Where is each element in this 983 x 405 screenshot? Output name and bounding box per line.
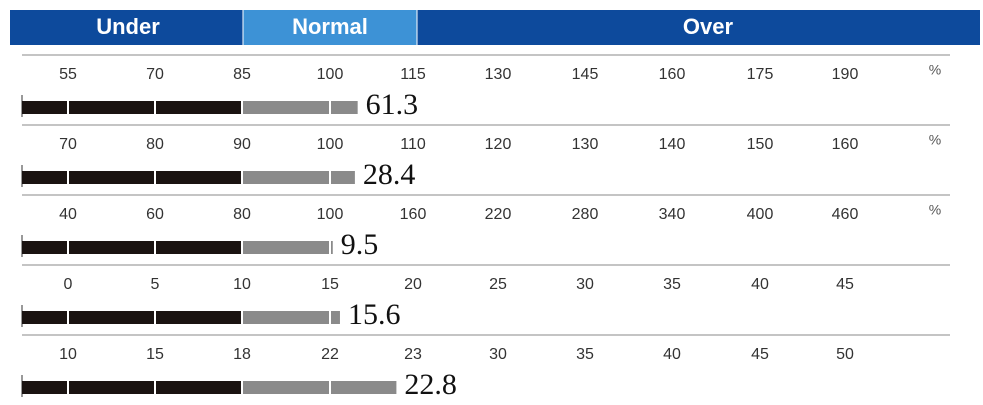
tick-label: 280 <box>572 206 599 223</box>
value-label: 28.4 <box>363 158 416 191</box>
tick-label: 25 <box>489 276 507 293</box>
tick-label: 80 <box>146 136 164 153</box>
tick-label: 160 <box>400 206 427 223</box>
tick-label: 145 <box>572 66 599 83</box>
value-label: 22.8 <box>404 368 457 401</box>
bar-normal <box>242 101 358 114</box>
tick-label: 0 <box>64 276 73 293</box>
tick-label: 35 <box>576 346 594 363</box>
value-label: 15.6 <box>348 298 401 331</box>
bar-normal <box>242 171 355 184</box>
tick-label: 340 <box>659 206 686 223</box>
value-label: 61.3 <box>366 88 419 121</box>
tick-label: 45 <box>836 276 854 293</box>
tick-label: 70 <box>59 136 77 153</box>
unit-label: % <box>929 132 941 148</box>
tick-label: 400 <box>747 206 774 223</box>
tick-label: 220 <box>485 206 512 223</box>
bar-under <box>22 381 242 394</box>
tick-label: 35 <box>663 276 681 293</box>
bar-under <box>22 101 242 114</box>
tick-label: 120 <box>485 136 512 153</box>
tick-label: 30 <box>489 346 507 363</box>
tick-label: 30 <box>576 276 594 293</box>
tick-label: 175 <box>747 66 774 83</box>
bar-under <box>22 241 242 254</box>
tick-label: 50 <box>836 346 854 363</box>
tick-label: 45 <box>751 346 769 363</box>
normal-band <box>243 10 417 45</box>
tick-label: 60 <box>146 206 164 223</box>
tick-label: 100 <box>317 66 344 83</box>
tick-label: 150 <box>747 136 774 153</box>
tick-label: 80 <box>233 206 251 223</box>
tick-label: 100 <box>317 136 344 153</box>
tick-label: 90 <box>233 136 251 153</box>
bar-normal <box>242 381 397 394</box>
tick-label: 10 <box>233 276 251 293</box>
tick-label: 190 <box>832 66 859 83</box>
bar-normal <box>242 241 333 254</box>
bar-under <box>22 311 242 324</box>
tick-label: 22 <box>321 346 339 363</box>
tick-label: 40 <box>751 276 769 293</box>
tick-label: 85 <box>233 66 251 83</box>
under-label: Under <box>96 14 160 39</box>
unit-label: % <box>929 62 941 78</box>
tick-label: 160 <box>832 136 859 153</box>
normal-label: Normal <box>292 14 368 39</box>
unit-label: % <box>929 202 941 218</box>
tick-label: 100 <box>317 206 344 223</box>
tick-label: 18 <box>233 346 251 363</box>
tick-label: 40 <box>663 346 681 363</box>
bar-normal <box>242 311 340 324</box>
tick-label: 460 <box>832 206 859 223</box>
tick-label: 15 <box>321 276 339 293</box>
value-label: 9.5 <box>341 228 379 261</box>
tick-label: 15 <box>146 346 164 363</box>
tick-label: 40 <box>59 206 77 223</box>
tick-label: 130 <box>572 136 599 153</box>
over-label: Over <box>683 14 734 39</box>
tick-label: 140 <box>659 136 686 153</box>
tick-label: 130 <box>485 66 512 83</box>
tick-label: 55 <box>59 66 77 83</box>
tick-label: 160 <box>659 66 686 83</box>
header-bar <box>10 10 980 45</box>
tick-label: 20 <box>404 276 422 293</box>
tick-label: 70 <box>146 66 164 83</box>
bar-under <box>22 171 242 184</box>
tick-label: 23 <box>404 346 422 363</box>
tick-label: 115 <box>400 66 426 83</box>
tick-label: 5 <box>151 276 160 293</box>
tick-label: 10 <box>59 346 77 363</box>
tick-label: 110 <box>400 136 426 153</box>
